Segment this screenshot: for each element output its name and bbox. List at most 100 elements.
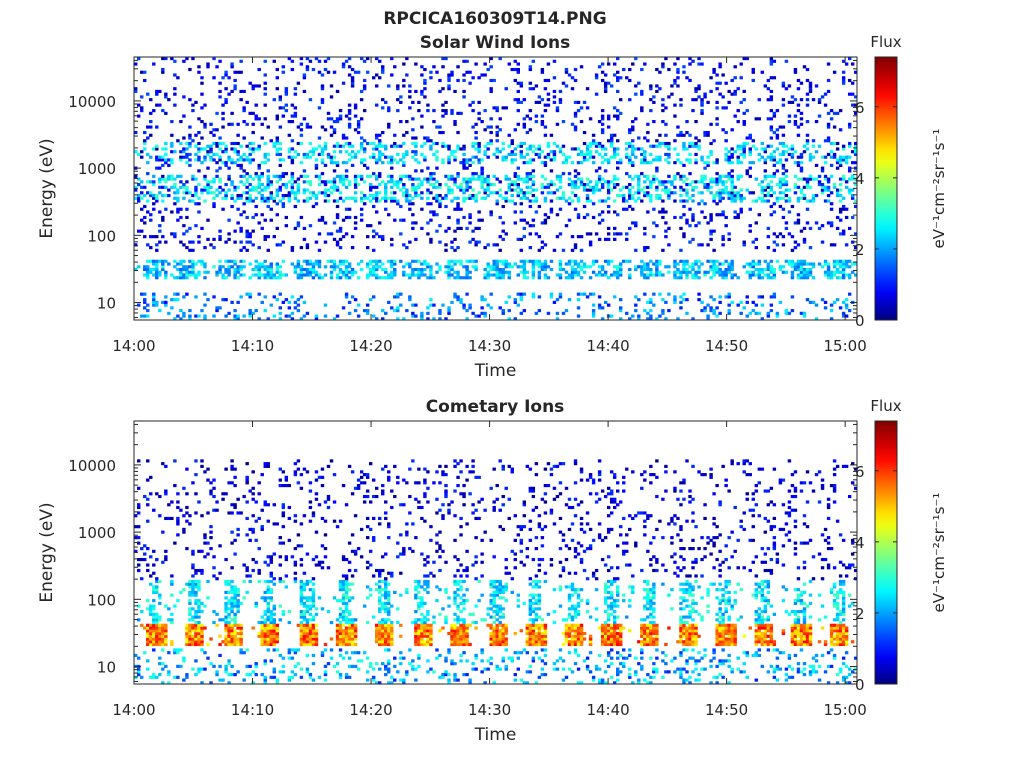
heatmap-cell <box>603 237 608 241</box>
heatmap-cell <box>751 191 755 195</box>
heatmap-cell <box>197 273 201 277</box>
heatmap-cell <box>796 259 801 263</box>
heatmap-cell <box>420 180 424 184</box>
heatmap-cell <box>164 623 168 627</box>
heatmap-cell <box>634 155 638 159</box>
heatmap-cell <box>278 95 283 99</box>
heatmap-cell <box>616 166 620 170</box>
heatmap-cell <box>242 136 246 140</box>
heatmap-cell <box>194 459 198 463</box>
heatmap-cell <box>239 226 243 230</box>
heatmap-cell <box>492 243 496 247</box>
heatmap-cell <box>275 67 279 72</box>
heatmap-cell <box>239 196 243 200</box>
heatmap-cell <box>209 243 213 247</box>
heatmap-cell <box>727 311 731 315</box>
heatmap-cell <box>730 169 734 173</box>
heatmap-cell <box>230 265 234 269</box>
heatmap-cell <box>811 300 816 304</box>
heatmap-cell <box>323 221 328 225</box>
heatmap-cell <box>718 311 722 315</box>
heatmap-cell <box>477 240 481 244</box>
heatmap-cell <box>158 259 162 263</box>
heatmap-cell <box>652 303 656 307</box>
heatmap-cell <box>531 259 536 263</box>
heatmap-cell <box>474 130 478 135</box>
heatmap-cell <box>278 270 283 274</box>
heatmap-cell <box>658 180 662 184</box>
heatmap-cell <box>742 196 746 200</box>
heatmap-cell <box>724 224 728 228</box>
heatmap-cell <box>748 265 752 269</box>
heatmap-cell <box>215 144 219 148</box>
x-tick-label: 14:30 <box>468 337 511 355</box>
heatmap-cell <box>290 262 295 266</box>
heatmap-cell <box>697 147 701 151</box>
heatmap-cell <box>356 303 361 307</box>
heatmap-cell <box>730 267 734 272</box>
heatmap-cell <box>805 276 810 280</box>
heatmap-cell <box>408 207 412 211</box>
heatmap-cell <box>772 111 777 115</box>
heatmap-cell <box>278 276 283 280</box>
heatmap-cell <box>320 161 325 165</box>
heatmap-cell <box>149 604 153 608</box>
heatmap-cell <box>691 267 695 272</box>
heatmap-cell <box>516 166 520 170</box>
heatmap-cell <box>655 89 659 94</box>
heatmap-cell <box>396 152 400 157</box>
heatmap-cell <box>236 221 240 225</box>
heatmap-cell <box>146 459 150 463</box>
heatmap-cell <box>450 152 454 157</box>
heatmap-cell <box>483 62 487 66</box>
heatmap-cell <box>236 265 240 269</box>
heatmap-cell <box>685 130 689 135</box>
heatmap-cell <box>679 188 683 192</box>
heatmap-cell <box>682 298 686 302</box>
heatmap-cell <box>661 298 665 302</box>
heatmap-cell <box>323 188 328 192</box>
heatmap-cell <box>796 213 801 217</box>
heatmap-cell <box>606 226 611 230</box>
heatmap-cell <box>775 109 780 113</box>
heatmap-cell <box>353 152 358 157</box>
heatmap-cell <box>573 267 578 272</box>
heatmap-cell <box>378 152 382 157</box>
heatmap-cell <box>257 270 261 274</box>
heatmap-cell <box>140 547 144 551</box>
heatmap-cell <box>197 599 201 603</box>
heatmap-cell <box>603 180 608 184</box>
heatmap-cell <box>522 262 527 266</box>
heatmap-cell <box>197 117 201 121</box>
heatmap-cell <box>573 169 578 173</box>
heatmap-cell <box>296 177 301 181</box>
heatmap-cell <box>134 196 138 200</box>
heatmap-cell <box>155 579 159 584</box>
heatmap-cell <box>474 136 478 140</box>
heatmap-cell <box>619 158 623 162</box>
heatmap-cell <box>314 314 319 318</box>
heatmap-cell <box>375 84 379 88</box>
heatmap-cell <box>281 158 286 162</box>
heatmap-cell <box>338 246 343 250</box>
heatmap-cell <box>664 188 668 192</box>
heatmap-cell <box>781 98 786 102</box>
heatmap-cell <box>673 114 677 118</box>
heatmap-cell <box>173 648 177 652</box>
heatmap-cell <box>194 623 198 627</box>
heatmap-cell <box>609 144 614 148</box>
heatmap-cell <box>390 166 394 170</box>
heatmap-cell <box>420 207 424 211</box>
heatmap-cell <box>218 141 222 146</box>
heatmap-cell <box>149 640 153 644</box>
heatmap-cell <box>344 273 349 277</box>
heatmap-cell <box>739 161 743 165</box>
heatmap-cell <box>561 152 566 157</box>
heatmap-cell <box>588 117 593 121</box>
heatmap-cell <box>784 193 789 198</box>
heatmap-cell <box>465 259 469 263</box>
heatmap-cell <box>236 122 240 126</box>
heatmap-cell <box>495 270 499 274</box>
heatmap-cell <box>643 262 647 266</box>
heatmap-cell <box>709 259 713 263</box>
